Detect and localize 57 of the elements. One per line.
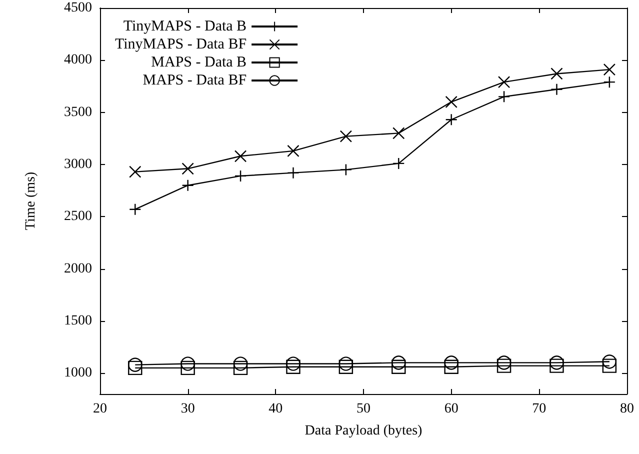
x-tick-label: 40 xyxy=(268,402,283,416)
point xyxy=(180,356,195,371)
point xyxy=(602,358,617,373)
x-tick-label: 60 xyxy=(444,402,458,416)
point xyxy=(180,360,195,376)
legend-label: TinyMAPS - Data B xyxy=(123,18,247,34)
y-tick-label: 3000 xyxy=(64,156,92,172)
y-tick-label: 4500 xyxy=(64,0,92,16)
legend-label: MAPS - Data BF xyxy=(142,72,247,88)
x-tick-label: 80 xyxy=(620,402,634,416)
point xyxy=(129,166,142,178)
point xyxy=(496,356,512,370)
point xyxy=(340,164,352,176)
point xyxy=(234,170,247,182)
point xyxy=(498,90,510,103)
point xyxy=(338,356,354,371)
y-tick-label: 3500 xyxy=(64,104,92,120)
point xyxy=(444,360,458,374)
y-tick-label: 1500 xyxy=(64,313,92,328)
point xyxy=(182,162,194,175)
point xyxy=(286,360,300,374)
point xyxy=(392,360,406,374)
x-axis-title: Data Payload (bytes) xyxy=(304,424,423,438)
point xyxy=(496,358,512,373)
point xyxy=(233,356,248,371)
point xyxy=(550,358,564,373)
point xyxy=(603,63,616,76)
point xyxy=(286,356,300,371)
x-tick-label: 20 xyxy=(93,402,107,416)
point xyxy=(444,356,458,370)
y-tick-label: 2500 xyxy=(64,209,92,224)
point xyxy=(445,114,458,126)
y-tick-label: 4000 xyxy=(64,52,92,68)
point xyxy=(129,203,142,216)
point xyxy=(550,356,564,370)
point xyxy=(392,356,406,370)
point xyxy=(287,144,300,158)
point xyxy=(603,76,616,88)
point xyxy=(392,127,405,140)
point xyxy=(233,360,248,376)
legend-label: MAPS - Data B xyxy=(151,54,247,70)
y-tick-label: 1000 xyxy=(64,366,92,381)
point xyxy=(445,96,458,108)
point xyxy=(498,76,510,88)
point xyxy=(128,358,142,372)
x-tick-label: 30 xyxy=(180,402,195,416)
legend-label: TinyMAPS - Data BF xyxy=(114,36,247,52)
point xyxy=(340,130,352,142)
point xyxy=(338,360,354,374)
point xyxy=(128,360,142,376)
y-axis-title: Time (ms) xyxy=(24,172,38,230)
point xyxy=(234,150,247,162)
y-tick-label: 2000 xyxy=(64,261,92,276)
point xyxy=(602,354,617,369)
x-tick-label: 50 xyxy=(356,402,370,416)
point xyxy=(550,68,563,80)
x-tick-label: 70 xyxy=(532,402,546,416)
